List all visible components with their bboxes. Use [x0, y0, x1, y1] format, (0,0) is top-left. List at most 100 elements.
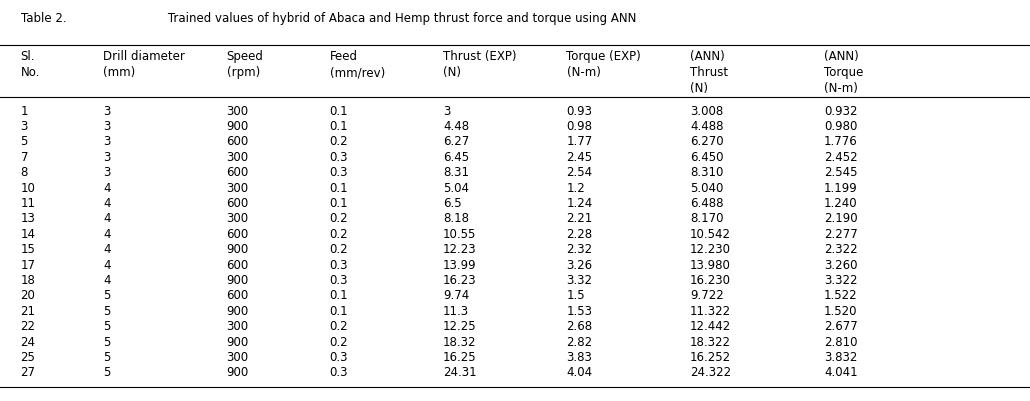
Text: 0.1: 0.1: [330, 196, 348, 209]
Text: 4.488: 4.488: [690, 119, 724, 133]
Text: (N-m): (N-m): [824, 82, 858, 95]
Text: 5: 5: [103, 366, 110, 379]
Text: (mm): (mm): [103, 66, 135, 79]
Text: 5: 5: [103, 350, 110, 363]
Text: 0.1: 0.1: [330, 181, 348, 194]
Text: 18: 18: [21, 273, 35, 286]
Text: 0.3: 0.3: [330, 366, 348, 379]
Text: 0.3: 0.3: [330, 273, 348, 286]
Text: 10.542: 10.542: [690, 227, 731, 240]
Text: 2.32: 2.32: [566, 243, 592, 255]
Text: 1.77: 1.77: [566, 135, 592, 148]
Text: 4.04: 4.04: [566, 366, 592, 379]
Text: 0.1: 0.1: [330, 304, 348, 317]
Text: 1.199: 1.199: [824, 181, 858, 194]
Text: 27: 27: [21, 366, 36, 379]
Text: 12.25: 12.25: [443, 320, 477, 332]
Text: 11.322: 11.322: [690, 304, 731, 317]
Text: 900: 900: [227, 119, 249, 133]
Text: 5: 5: [103, 320, 110, 332]
Text: 5: 5: [21, 135, 28, 148]
Text: 3.008: 3.008: [690, 104, 723, 117]
Text: 24.31: 24.31: [443, 366, 477, 379]
Text: 17: 17: [21, 258, 36, 271]
Text: 21: 21: [21, 304, 36, 317]
Text: 6.27: 6.27: [443, 135, 469, 148]
Text: 900: 900: [227, 243, 249, 255]
Text: 3.832: 3.832: [824, 350, 857, 363]
Text: 22: 22: [21, 320, 36, 332]
Text: 2.54: 2.54: [566, 166, 592, 179]
Text: 2.45: 2.45: [566, 150, 592, 163]
Text: 600: 600: [227, 135, 249, 148]
Text: 600: 600: [227, 196, 249, 209]
Text: 0.3: 0.3: [330, 166, 348, 179]
Text: 3: 3: [103, 150, 110, 163]
Text: 18.32: 18.32: [443, 335, 477, 348]
Text: 0.980: 0.980: [824, 119, 857, 133]
Text: 3: 3: [103, 135, 110, 148]
Text: 3: 3: [103, 166, 110, 179]
Text: (mm/rev): (mm/rev): [330, 66, 385, 79]
Text: Table 2.                           Trained values of hybrid of Abaca and Hemp th: Table 2. Trained values of hybrid of Aba…: [21, 12, 636, 25]
Text: Torque: Torque: [824, 66, 863, 79]
Text: 1.5: 1.5: [566, 289, 585, 302]
Text: (ANN): (ANN): [824, 50, 859, 63]
Text: 2.277: 2.277: [824, 227, 858, 240]
Text: 3.83: 3.83: [566, 350, 592, 363]
Text: 300: 300: [227, 181, 248, 194]
Text: 0.2: 0.2: [330, 243, 348, 255]
Text: 5: 5: [103, 289, 110, 302]
Text: 600: 600: [227, 289, 249, 302]
Text: 1.520: 1.520: [824, 304, 858, 317]
Text: 300: 300: [227, 212, 248, 225]
Text: (N): (N): [690, 82, 708, 95]
Text: 300: 300: [227, 104, 248, 117]
Text: 600: 600: [227, 258, 249, 271]
Text: 0.1: 0.1: [330, 104, 348, 117]
Text: 4.041: 4.041: [824, 366, 858, 379]
Text: 9.74: 9.74: [443, 289, 469, 302]
Text: 10.55: 10.55: [443, 227, 476, 240]
Text: 300: 300: [227, 320, 248, 332]
Text: 3: 3: [443, 104, 450, 117]
Text: 14: 14: [21, 227, 36, 240]
Text: 16.23: 16.23: [443, 273, 477, 286]
Text: 6.450: 6.450: [690, 150, 724, 163]
Text: 18.322: 18.322: [690, 335, 731, 348]
Text: 2.190: 2.190: [824, 212, 858, 225]
Text: 8.310: 8.310: [690, 166, 723, 179]
Text: 5: 5: [103, 304, 110, 317]
Text: 12.230: 12.230: [690, 243, 731, 255]
Text: 24: 24: [21, 335, 36, 348]
Text: 5.040: 5.040: [690, 181, 723, 194]
Text: (ANN): (ANN): [690, 50, 725, 63]
Text: 5.04: 5.04: [443, 181, 469, 194]
Text: 2.322: 2.322: [824, 243, 858, 255]
Text: 0.98: 0.98: [566, 119, 592, 133]
Text: 4: 4: [103, 258, 110, 271]
Text: 11: 11: [21, 196, 36, 209]
Text: 3: 3: [21, 119, 28, 133]
Text: 15: 15: [21, 243, 35, 255]
Text: 12.442: 12.442: [690, 320, 731, 332]
Text: Torque (EXP): Torque (EXP): [566, 50, 642, 63]
Text: 16.25: 16.25: [443, 350, 477, 363]
Text: 25: 25: [21, 350, 35, 363]
Text: 900: 900: [227, 273, 249, 286]
Text: 4: 4: [103, 227, 110, 240]
Text: 600: 600: [227, 166, 249, 179]
Text: 8.18: 8.18: [443, 212, 469, 225]
Text: 4.48: 4.48: [443, 119, 469, 133]
Text: 3: 3: [103, 104, 110, 117]
Text: 5: 5: [103, 335, 110, 348]
Text: 2.452: 2.452: [824, 150, 858, 163]
Text: 8.170: 8.170: [690, 212, 724, 225]
Text: Thrust (EXP): Thrust (EXP): [443, 50, 516, 63]
Text: 24.322: 24.322: [690, 366, 731, 379]
Text: 6.270: 6.270: [690, 135, 724, 148]
Text: 900: 900: [227, 304, 249, 317]
Text: 2.677: 2.677: [824, 320, 858, 332]
Text: (N-m): (N-m): [566, 66, 600, 79]
Text: 0.3: 0.3: [330, 350, 348, 363]
